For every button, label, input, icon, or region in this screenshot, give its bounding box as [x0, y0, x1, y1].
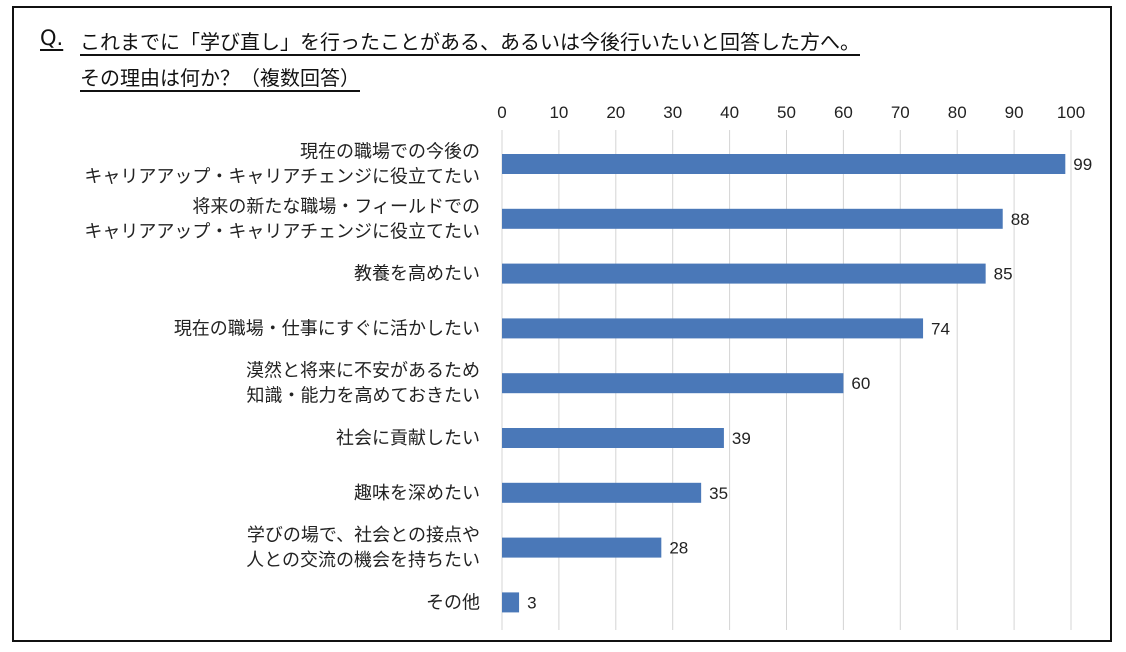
- category-label: キャリアアップ・キャリアチェンジに役立てたい: [84, 221, 480, 242]
- bar: [502, 537, 662, 558]
- category-label: 漠然と将来に不安があるため: [246, 361, 480, 382]
- category-label: 現在の職場・仕事にすぐに活かしたい: [174, 318, 480, 339]
- data-label: 39: [732, 429, 751, 448]
- chart-frame: [12, 6, 1112, 642]
- category-labels: 現在の職場での今後のキャリアアップ・キャリアチェンジに役立てたい将来の新たな職場…: [84, 142, 480, 614]
- x-tick-label: 90: [1005, 103, 1024, 122]
- category-label: 学びの場で、社会との接点や: [247, 525, 480, 546]
- x-tick-label: 100: [1057, 103, 1085, 122]
- category-label: 教養を高めたい: [354, 264, 480, 285]
- category-label: その他: [426, 592, 480, 613]
- question-marker: Q.: [40, 26, 64, 50]
- x-tick-labels: 0 10 20 30 40 50 60 70 80 90 100: [497, 103, 1085, 122]
- value-labels: 99 88 85 74 60 39 35 28 3: [527, 155, 1092, 612]
- bar: [502, 373, 844, 394]
- data-label: 28: [669, 539, 688, 558]
- data-label: 99: [1073, 155, 1092, 174]
- x-tick-label: 0: [497, 103, 506, 122]
- bar: [502, 154, 1066, 174]
- category-label: 知識・能力を高めておきたい: [247, 386, 480, 407]
- category-label: 趣味を深めたい: [354, 483, 480, 504]
- bar: [502, 263, 986, 284]
- x-tick-label: 20: [606, 103, 625, 122]
- data-label: 74: [931, 319, 950, 338]
- category-label: 現在の職場での今後の: [300, 142, 480, 163]
- x-tick-label: 60: [834, 103, 853, 122]
- bar: [502, 318, 924, 339]
- x-tick-label: 40: [720, 103, 739, 122]
- bar: [502, 592, 520, 613]
- data-label: 3: [527, 593, 536, 612]
- data-label: 88: [1011, 210, 1030, 229]
- x-tick-label: 70: [891, 103, 910, 122]
- x-tick-label: 80: [948, 103, 967, 122]
- category-label: 人との交流の機会を持ちたい: [246, 550, 480, 571]
- bar: [502, 208, 1003, 229]
- question-line-1: これまでに「学び直し」を行ったことがある、あるいは今後行いたいと回答した方へ。: [80, 30, 860, 54]
- x-tick-label: 10: [549, 103, 568, 122]
- data-label: 85: [994, 265, 1013, 284]
- data-label: 60: [851, 374, 870, 393]
- bar: [502, 428, 724, 448]
- data-label: 35: [709, 484, 728, 503]
- bar: [502, 482, 702, 503]
- x-tick-label: 50: [777, 103, 796, 122]
- x-tick-label: 30: [663, 103, 682, 122]
- category-label: キャリアアップ・キャリアチェンジに役立てたい: [84, 167, 480, 188]
- bars: [502, 154, 1066, 613]
- category-label: 将来の新たな職場・フィールドでの: [192, 196, 480, 217]
- question-line-2: その理由は何か？（複数回答）: [80, 66, 360, 90]
- category-label: 社会に貢献したい: [336, 428, 480, 449]
